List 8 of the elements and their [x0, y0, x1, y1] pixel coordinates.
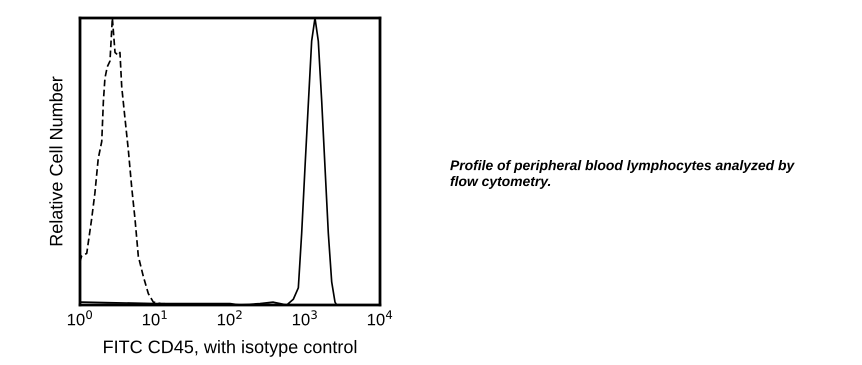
text: Profile of peripheral blood lymphocytes analyzed by flow cytometry.	[450, 160, 795, 189]
x-tick-label: 10$^{0}$	[68, 310, 92, 326]
x-tick-label: 10$^{3}$	[292, 310, 317, 326]
x-axis-title: FITC CD45, with isotype control	[104, 340, 356, 357]
x-tick-label: 10$^{4}$	[368, 310, 392, 326]
x-tick-label: 10$^{1}$	[142, 310, 167, 326]
x-tick-label: 10$^{2}$	[218, 310, 242, 326]
y-axis-title: Relative Cell Number	[49, 76, 63, 246]
